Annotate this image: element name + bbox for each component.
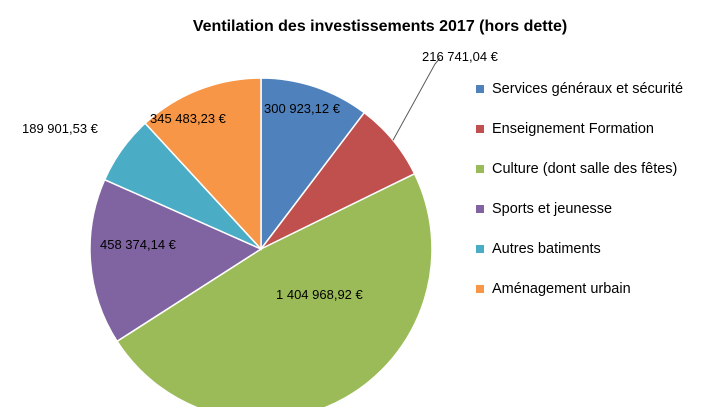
legend-item: Culture (dont salle des fêtes) bbox=[476, 160, 687, 179]
legend-label: Enseignement Formation bbox=[492, 121, 654, 137]
data-label: 300 923,12 € bbox=[264, 101, 340, 116]
pie-slice bbox=[116, 172, 433, 407]
legend-label: Autres batiments bbox=[492, 241, 601, 257]
legend-label: Sports et jeunesse bbox=[492, 201, 613, 217]
legend: Services généraux et sécurité Enseignemen… bbox=[476, 80, 702, 299]
data-label: 345 483,23 € bbox=[150, 111, 226, 126]
legend-item: Services généraux et sécurité bbox=[476, 80, 687, 99]
legend-swatch bbox=[476, 245, 484, 253]
chart-title: Ventilation des investissements 2017 (ho… bbox=[192, 18, 568, 35]
legend-swatch bbox=[476, 205, 484, 213]
data-label: 458 374,14 € bbox=[100, 237, 176, 252]
legend-item: Sports et jeunesse bbox=[476, 200, 687, 219]
leader-line bbox=[392, 57, 441, 141]
data-label: 189 901,53 € bbox=[22, 121, 98, 136]
legend-item: Autres batiments bbox=[476, 240, 687, 259]
pie-slice bbox=[89, 178, 263, 343]
legend-item: Enseignement Formation bbox=[476, 120, 687, 139]
legend-label: Services généraux et sécurité bbox=[492, 81, 684, 97]
legend-label: Culture (dont salle des fêtes) bbox=[492, 161, 678, 177]
legend-swatch bbox=[476, 85, 484, 93]
pie-slice bbox=[260, 77, 366, 252]
data-label: 216 741,04 € bbox=[422, 49, 498, 64]
legend-swatch bbox=[476, 285, 484, 293]
legend-label: Aménagement urbain bbox=[492, 281, 631, 297]
legend-swatch bbox=[476, 165, 484, 173]
data-label: 1 404 968,92 € bbox=[276, 287, 363, 302]
pie-slice bbox=[144, 77, 262, 251]
legend-swatch bbox=[476, 125, 484, 133]
legend-item: Aménagement urbain bbox=[476, 280, 687, 299]
